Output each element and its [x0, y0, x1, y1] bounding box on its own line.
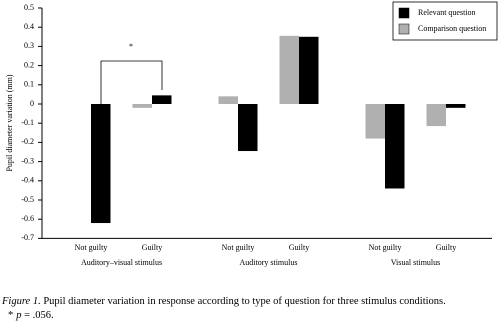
legend-swatch	[398, 7, 410, 19]
annotation: *	[129, 42, 133, 51]
caption-note: * p = .056.	[8, 310, 54, 321]
y-tick-label: 0.5	[24, 3, 34, 12]
caption-label: Figure 1.	[1, 296, 41, 307]
x-tick-label: Guilty	[142, 243, 162, 252]
y-tick-label: 0.3	[24, 41, 34, 50]
bar	[132, 104, 152, 108]
y-tick-label: -0.2	[21, 137, 34, 146]
x-tick-label: Guilty	[289, 243, 309, 252]
bar	[218, 96, 238, 104]
y-tick-label: -0.3	[21, 156, 34, 165]
bar	[365, 104, 385, 139]
group-label: Auditory stimulus	[239, 258, 297, 267]
y-tick-label: 0.1	[24, 80, 34, 89]
legend-label: Comparison question	[418, 24, 486, 33]
y-axis-label: Pupil diameter variation (mm)	[5, 74, 14, 171]
note-mark: *	[8, 310, 13, 321]
x-tick-label: Guilty	[436, 243, 456, 252]
caption: Figure 1. Pupil diameter variation in re…	[1, 296, 446, 307]
y-tick-label: -0.6	[21, 214, 34, 223]
bar	[238, 104, 258, 152]
caption-text: Pupil diameter variation in response acc…	[41, 296, 446, 307]
note-var: p	[15, 310, 21, 321]
bar	[299, 36, 319, 104]
x-tick-label: Not guilty	[222, 243, 255, 252]
group-label: Auditory–visual stimulus	[81, 258, 162, 267]
group-label: Visual stimulus	[391, 258, 441, 267]
bar	[385, 104, 405, 189]
x-tick-label: Not guilty	[75, 243, 108, 252]
y-tick-label: -0.5	[21, 195, 34, 204]
note-text: = .056.	[22, 310, 54, 321]
bar	[91, 104, 111, 224]
y-tick-label: 0.4	[24, 22, 34, 31]
bar	[279, 35, 299, 105]
x-tick-label: Not guilty	[369, 243, 402, 252]
y-tick-label: -0.4	[21, 176, 34, 185]
y-tick-label: -0.7	[21, 233, 34, 242]
legend-swatch	[398, 23, 410, 35]
y-tick-label: -0.1	[21, 118, 34, 127]
y-tick-label: 0.2	[24, 60, 34, 69]
legend	[392, 1, 498, 41]
y-tick-label: 0	[30, 99, 34, 108]
bar	[446, 104, 466, 108]
bar	[152, 95, 172, 104]
legend-label: Relevant question	[418, 8, 476, 17]
bar	[426, 104, 446, 127]
